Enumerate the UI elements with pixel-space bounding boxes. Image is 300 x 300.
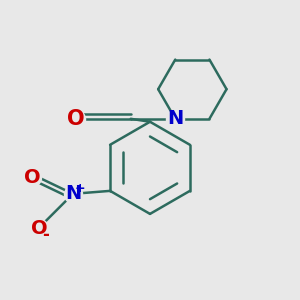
Text: O: O xyxy=(67,109,85,129)
Text: O: O xyxy=(24,168,40,187)
Text: +: + xyxy=(74,182,85,195)
Text: -: - xyxy=(42,226,49,244)
Text: N: N xyxy=(167,109,183,128)
Text: O: O xyxy=(31,218,48,238)
Text: N: N xyxy=(65,184,81,203)
